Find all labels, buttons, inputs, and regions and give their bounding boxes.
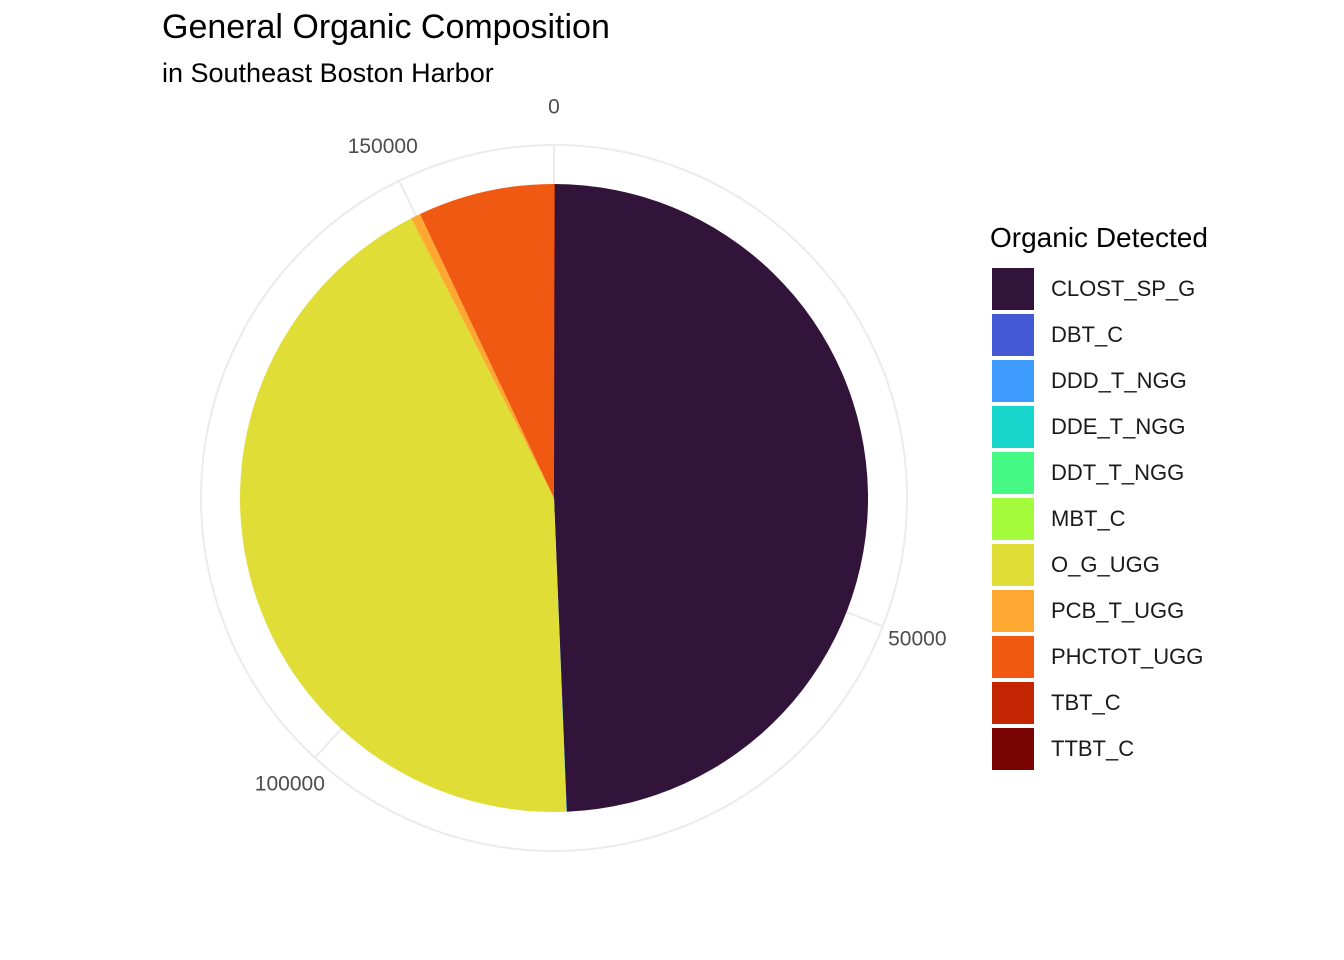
pie-slice-phctot-ugg [419,184,555,498]
legend-item-ddd-t-ngg: DDD_T_NGG [990,358,1208,404]
pie-slice-ddd-t-ngg [554,498,567,812]
legend-item-pcb-t-ugg: PCB_T_UGG [990,588,1208,634]
legend-item-tbt-c: TBT_C [990,680,1208,726]
pie-slice-mbt-c [554,498,567,812]
chart-title: General Organic Composition [162,8,610,46]
pie-slice-dbt-c [554,498,567,812]
legend-label: MBT_C [1051,506,1126,531]
legend-label: CLOST_SP_G [1051,276,1196,301]
pie-slice-tbt-c [554,184,555,498]
legend-item-o-g-ugg: O_G_UGG [990,542,1208,588]
pie-slice-pcb-t-ugg [411,214,554,498]
legend-label: TTBT_C [1051,736,1135,761]
pie-slices [240,184,869,813]
legend-swatch [992,544,1034,586]
legend-label: DBT_C [1051,322,1124,347]
legend-label: O_G_UGG [1051,552,1160,577]
legend-swatch [992,498,1034,540]
legend-swatch [992,314,1034,356]
legend-item-ddt-t-ngg: DDT_T_NGG [990,450,1208,496]
legend-swatch [992,360,1034,402]
legend-swatch [992,268,1034,310]
legend-label: DDE_T_NGG [1051,414,1186,439]
legend-items: CLOST_SP_G DBT_C DDD_T_NGG DDE_T_NGG DDT_T_N… [990,266,1208,772]
legend-label: PHCTOT_UGG [1051,644,1204,669]
legend-label: PCB_T_UGG [1051,598,1185,623]
legend-item-ttbt-c: TTBT_C [990,726,1208,772]
legend-swatch [992,406,1034,448]
legend-swatch [992,636,1034,678]
legend-swatch [992,728,1034,770]
theta-tick-label-0: 0 [548,96,560,119]
legend-label: DDD_T_NGG [1051,368,1187,393]
pie-slice-dde-t-ngg [554,498,567,812]
theta-tick-label-3: 150000 [348,135,418,158]
theta-tick-labels: 0 50000 100000 150000 [255,96,947,796]
theta-tick-label-1: 50000 [888,627,946,650]
legend-label: DDT_T_NGG [1051,460,1185,485]
pie-slice-clost-sp-g [554,184,869,812]
pie-slice-ddt-t-ngg [554,498,567,812]
legend-swatch [992,682,1034,724]
legend-swatch [992,590,1034,632]
legend-item-phctot-ugg: PHCTOT_UGG [990,634,1208,680]
legend-item-dde-t-ngg: DDE_T_NGG [990,404,1208,450]
legend: Organic Detected CLOST_SP_G DBT_C DDD_T_NG… [990,222,1208,772]
chart-subtitle: in Southeast Boston Harbor [162,58,494,88]
legend-swatch [992,452,1034,494]
pie-slice-o-g-ugg [240,218,567,813]
pie-slice-ttbt-c [554,184,555,498]
legend-item-mbt-c: MBT_C [990,496,1208,542]
theta-tick-label-2: 100000 [255,772,325,795]
legend-item-clost-sp-g: CLOST_SP_G [990,266,1208,312]
legend-title: Organic Detected [990,222,1208,253]
legend-label: TBT_C [1051,690,1121,715]
legend-item-dbt-c: DBT_C [990,312,1208,358]
